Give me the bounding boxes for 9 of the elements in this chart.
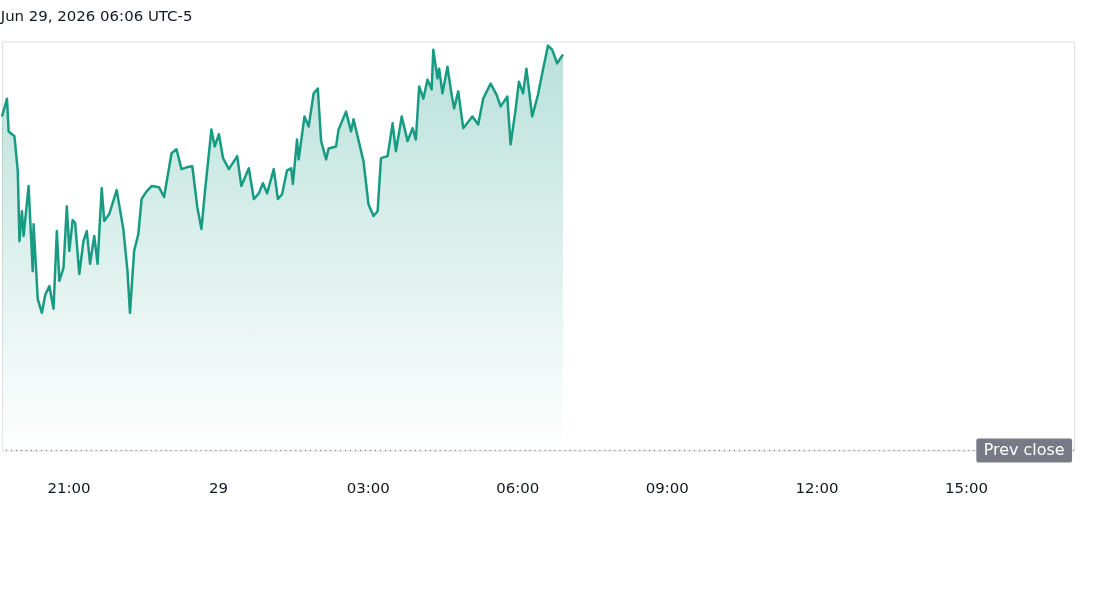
- x-tick-label: 09:00: [645, 478, 689, 497]
- x-tick-label: 03:00: [346, 478, 390, 497]
- chart-title: Jun 29, 2026 06:06 UTC-5: [0, 6, 193, 25]
- x-tick-label: 29: [209, 478, 229, 497]
- x-tick-label: 15:00: [944, 478, 989, 497]
- x-tick-label: 06:00: [496, 478, 540, 497]
- ref-line-label: Prev close: [983, 440, 1065, 460]
- x-tick-label: 21:00: [47, 478, 91, 497]
- x-tick-label: 12:00: [795, 478, 839, 497]
